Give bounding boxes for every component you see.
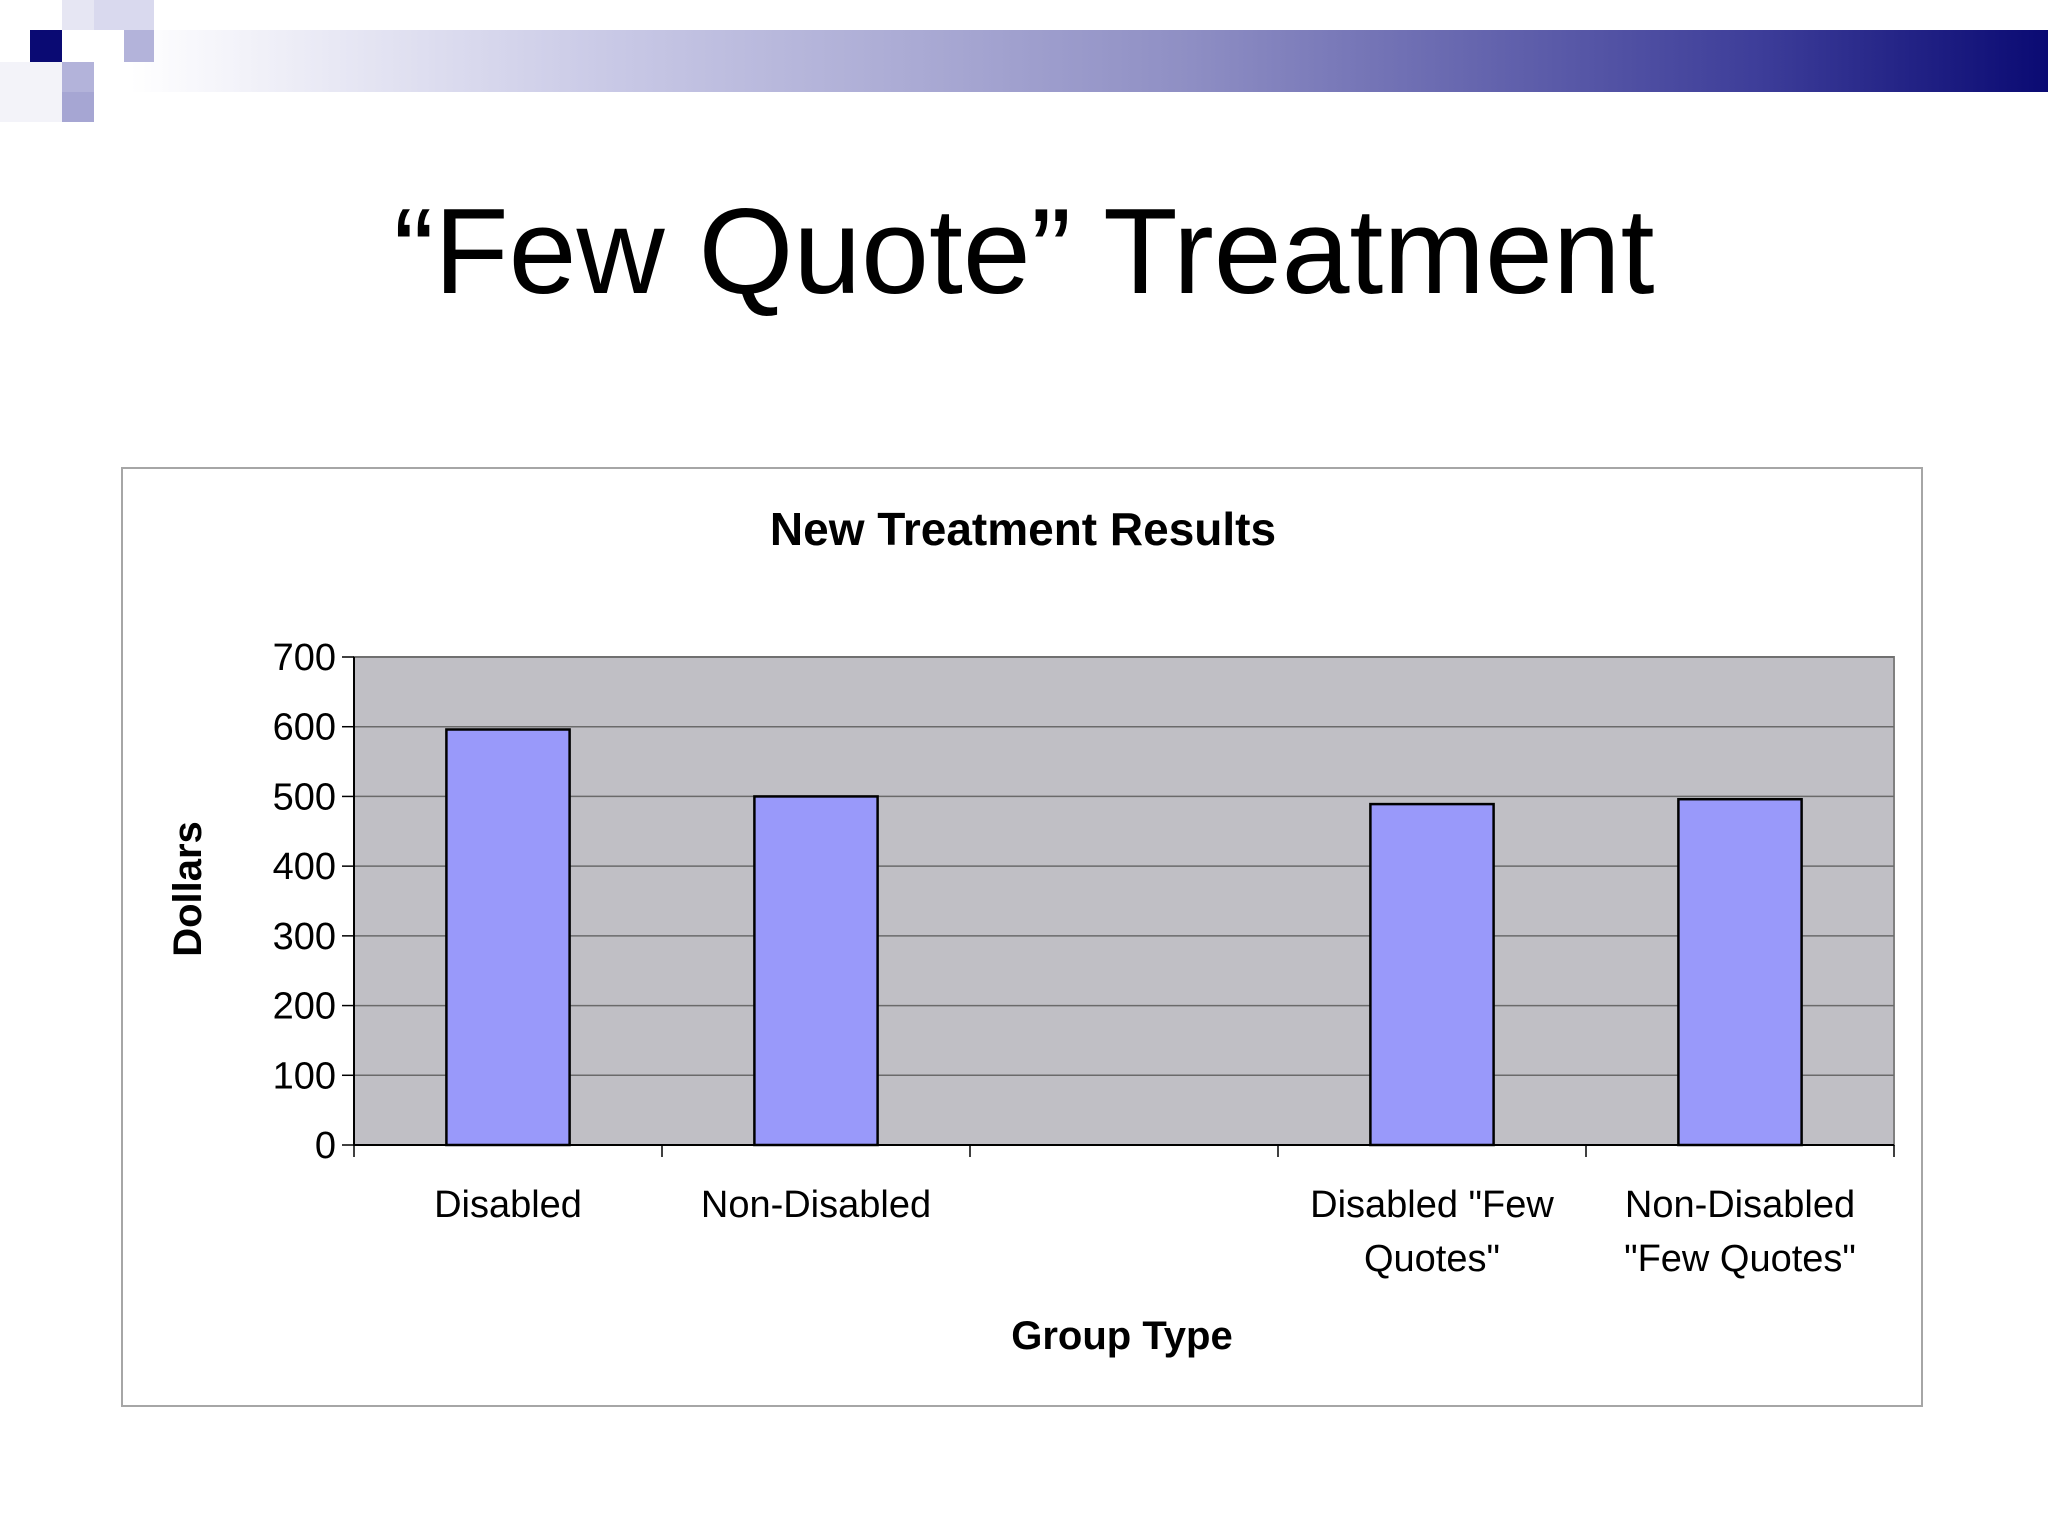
plot-area: 0 100 200 300 400 500 600 700 Disabled Non-Disabl… xyxy=(273,637,1895,1280)
x-tick-label: Disabled "Few xyxy=(1310,1184,1554,1226)
slide-title: “Few Quote” Treatment xyxy=(393,183,1655,319)
y-axis-label: Dollars xyxy=(166,821,210,957)
header-square-mid2 xyxy=(124,30,154,62)
y-tick-label: 100 xyxy=(273,1055,336,1097)
x-tick-label: Disabled xyxy=(434,1184,582,1226)
header-square-mid4 xyxy=(62,92,94,122)
header-square-mid xyxy=(94,0,154,30)
y-tick-label: 200 xyxy=(273,986,336,1028)
header-square-mid3 xyxy=(62,62,94,92)
x-tick-label: Quotes" xyxy=(1364,1238,1500,1280)
bar xyxy=(753,795,879,1147)
x-tick-label: "Few Quotes" xyxy=(1624,1238,1856,1280)
bar xyxy=(1677,797,1803,1147)
plot-background xyxy=(353,656,1895,1146)
chart-frame: New Treatment Results 0 100 200 300 400 500 60… xyxy=(121,467,1923,1407)
y-tick-label: 600 xyxy=(273,707,336,749)
x-axis-label: Group Type xyxy=(1011,1314,1232,1358)
y-tick-label: 500 xyxy=(273,776,336,818)
bar xyxy=(1369,802,1495,1147)
y-tick-label: 300 xyxy=(273,916,336,958)
bar-chart: New Treatment Results 0 100 200 300 400 500 60… xyxy=(166,503,1895,1358)
header-square-light xyxy=(62,0,94,30)
x-tick-label: Non-Disabled xyxy=(1625,1184,1855,1226)
header-gradient-banner xyxy=(130,30,2048,92)
y-tick-label: 0 xyxy=(315,1125,336,1167)
y-tick-label: 700 xyxy=(273,637,336,679)
chart-title: New Treatment Results xyxy=(770,503,1276,555)
bar xyxy=(445,728,571,1147)
header-square-dark xyxy=(30,30,62,62)
header-square-light2 xyxy=(0,62,62,122)
y-tick-label: 400 xyxy=(273,846,336,888)
x-tick-label: Non-Disabled xyxy=(701,1184,931,1226)
